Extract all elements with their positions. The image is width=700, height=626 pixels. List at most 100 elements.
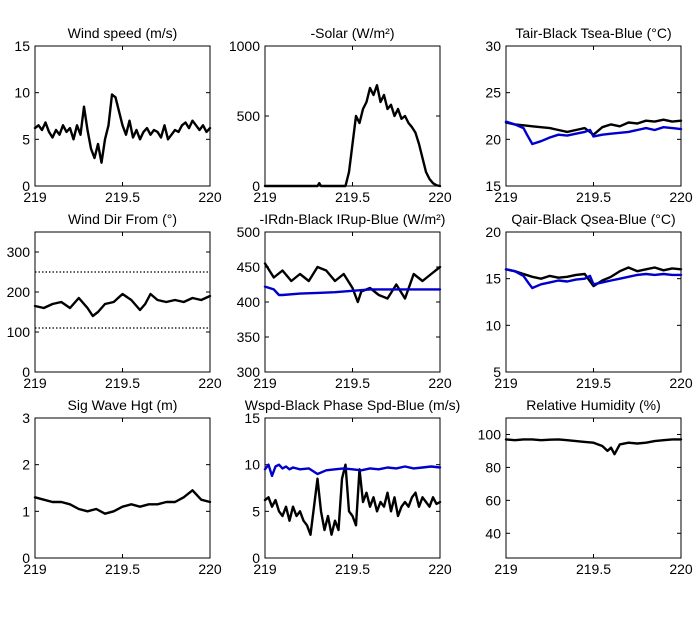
series-line-1 [504,266,683,288]
series-line-2 [504,120,683,146]
subplot-title: Sig Wave Hgt (m) [68,397,178,413]
y-tick-label: 350 [237,329,261,345]
subplot-5: -IRdn-Black IRup-Blue (W/m²) 300 350 400 450… [237,211,452,391]
x-tick-label: 219.5 [576,561,611,577]
y-tick-label: 15 [244,410,260,426]
y-tick-label: 450 [237,259,261,275]
y-tick-label: 30 [485,38,501,54]
x-tick-label: 220 [198,189,222,205]
subplot-8: Wspd-Black Phase Spd-Blue (m/s) 0 5 10 15 219… [244,397,460,577]
y-tick-label: 60 [485,492,501,508]
y-tick-label: 0 [22,178,30,194]
y-tick-label: 10 [244,457,260,473]
subplot-title: -IRdn-Black IRup-Blue (W/m²) [260,211,446,227]
x-tick-label: 219.5 [335,561,370,577]
axes-frame [505,231,682,373]
y-tick-label: 15 [14,38,30,54]
x-tick-label: 220 [428,561,452,577]
x-tick-label: 219.5 [576,189,611,205]
series-line-1 [33,93,212,164]
y-tick-label: 1 [22,503,30,519]
axes-frame [264,45,441,187]
x-tick-label: 219.5 [105,189,140,205]
subplot-7: Sig Wave Hgt (m) 0 1 2 3 219 219.5 220 [22,397,222,577]
subplot-title: -Solar (W/m²) [311,25,395,41]
subplot-title: Tair-Black Tsea-Blue (°C) [515,25,671,41]
y-tick-label: 5 [252,503,260,519]
x-tick-label: 219.5 [576,375,611,391]
x-tick-label: 219 [23,561,47,577]
y-tick-label: 15 [485,271,501,287]
x-tick-label: 219 [494,189,518,205]
series-line-1 [33,489,212,515]
y-tick-label: 10 [14,85,30,101]
y-tick-label: 500 [237,108,261,124]
x-tick-label: 219 [494,561,518,577]
subplot-2: -Solar (W/m²) 0 500 1000 219 219.5 220 [229,25,452,205]
series-line-1 [504,118,683,136]
x-tick-label: 220 [198,375,222,391]
series-line-1 [263,463,442,536]
x-tick-label: 219 [23,189,47,205]
subplot-6: Qair-Black Qsea-Blue (°C) 5 10 15 20 219 219.5… [485,211,692,391]
axes-frame [34,417,211,559]
subplot-4: Wind Dir From (°) 0 100 200 300 219 219.5 220 [7,211,222,391]
axes-frame [264,417,441,559]
y-tick-label: 80 [485,459,501,475]
x-tick-label: 220 [669,375,693,391]
subplot-title: Wind speed (m/s) [68,25,178,41]
x-tick-label: 219.5 [335,189,370,205]
y-tick-label: 25 [485,85,501,101]
y-tick-label: 0 [22,550,30,566]
series-line-1 [263,262,442,304]
x-tick-label: 219.5 [335,375,370,391]
y-tick-label: 15 [485,178,501,194]
series-line-2 [263,463,442,478]
y-tick-label: 300 [237,364,261,380]
x-tick-label: 219 [253,189,277,205]
subplot-title: Wind Dir From (°) [68,211,177,227]
y-tick-label: 500 [237,224,261,240]
x-tick-label: 220 [669,561,693,577]
x-tick-label: 220 [198,561,222,577]
y-tick-label: 300 [7,244,31,260]
y-tick-label: 10 [485,317,501,333]
y-tick-label: 0 [252,178,260,194]
x-tick-label: 219.5 [105,375,140,391]
y-tick-label: 5 [493,364,501,380]
x-tick-label: 219 [494,375,518,391]
y-tick-label: 100 [7,324,31,340]
subplot-3: Tair-Black Tsea-Blue (°C) 15 20 25 30 219 219.… [485,25,692,205]
subplot-title: Wspd-Black Phase Spd-Blue (m/s) [245,397,461,413]
y-tick-label: 400 [237,294,261,310]
series-line-1 [33,292,212,318]
axes-frame [505,45,682,187]
x-tick-label: 219 [23,375,47,391]
x-tick-label: 220 [428,375,452,391]
series-line-1 [263,83,442,188]
series-line-1 [504,438,683,456]
y-tick-label: 200 [7,284,31,300]
x-tick-label: 219.5 [105,561,140,577]
x-tick-label: 220 [428,189,452,205]
y-tick-label: 20 [485,224,501,240]
axes-frame [264,231,441,373]
y-tick-label: 20 [485,131,501,147]
y-tick-label: 1000 [229,38,260,54]
axes-frame [34,45,211,187]
y-tick-label: 0 [22,364,30,380]
subplot-1: Wind speed (m/s) 0 5 10 15 219 219.5 220 [14,25,221,205]
subplot-9: Relative Humidity (%) 40 60 80 100 219 219.5 22… [478,397,693,577]
y-tick-label: 0 [252,550,260,566]
y-tick-label: 3 [22,410,30,426]
x-tick-label: 219 [253,561,277,577]
series-line-2 [263,285,442,297]
y-tick-label: 100 [478,426,502,442]
x-tick-label: 220 [669,189,693,205]
y-tick-label: 40 [485,525,501,541]
subplot-title: Qair-Black Qsea-Blue (°C) [511,211,675,227]
x-tick-label: 219 [253,375,277,391]
y-tick-label: 2 [22,457,30,473]
subplot-title: Relative Humidity (%) [526,397,661,413]
